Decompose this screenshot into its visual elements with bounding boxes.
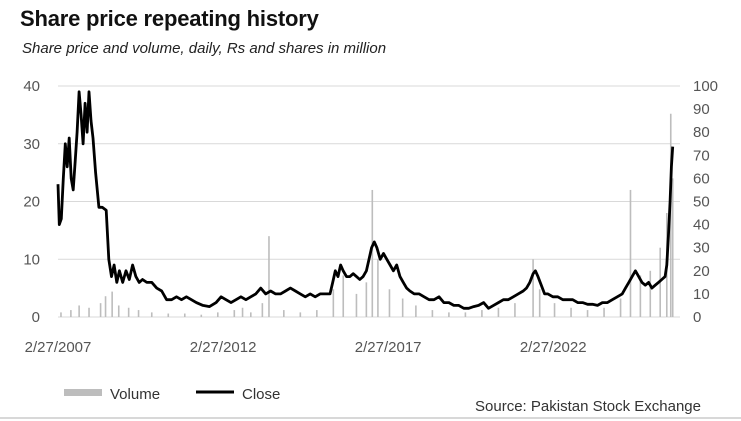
y-left-tick-label: 10 — [23, 251, 40, 268]
y-right-tick-label: 50 — [693, 194, 710, 211]
y-right-tick-label: 40 — [693, 217, 710, 234]
y-left-tick-label: 20 — [23, 194, 40, 211]
x-tick-label: 2/27/2012 — [190, 339, 257, 356]
y-right-tick-label: 10 — [693, 286, 710, 303]
legend-volume-label: Volume — [110, 386, 160, 403]
legend-close-label: Close — [242, 386, 280, 403]
y-right-tick-label: 60 — [693, 170, 710, 187]
y-left-tick-label: 40 — [23, 78, 40, 95]
y-axis-right: 0 10 20 30 40 50 60 70 80 90 100 — [693, 78, 718, 326]
y-axis-left: 0 10 20 30 40 — [23, 78, 40, 326]
x-axis: 2/27/2007 2/27/2012 2/27/2017 2/27/2022 — [25, 339, 587, 356]
legend: Volume Close — [64, 386, 280, 403]
bottom-divider — [0, 417, 741, 419]
legend-volume-swatch — [64, 389, 102, 396]
y-right-tick-label: 0 — [693, 309, 701, 326]
y-right-tick-label: 80 — [693, 124, 710, 141]
y-right-tick-label: 100 — [693, 78, 718, 95]
y-right-tick-label: 90 — [693, 101, 710, 118]
close-series — [56, 90, 675, 310]
y-left-tick-label: 30 — [23, 136, 40, 153]
y-right-tick-label: 70 — [693, 147, 710, 164]
x-tick-label: 2/27/2017 — [355, 339, 422, 356]
x-tick-label: 2/27/2007 — [25, 339, 92, 356]
y-right-tick-label: 30 — [693, 240, 710, 257]
source-note: Source: Pakistan Stock Exchange — [475, 398, 701, 415]
close-line — [56, 90, 675, 310]
y-right-tick-label: 20 — [693, 263, 710, 280]
y-left-tick-label: 0 — [32, 309, 40, 326]
chart-subtitle: Share price and volume, daily, Rs and sh… — [22, 40, 387, 57]
x-tick-label: 2/27/2022 — [520, 339, 587, 356]
chart-title: Share price repeating history — [20, 6, 319, 31]
